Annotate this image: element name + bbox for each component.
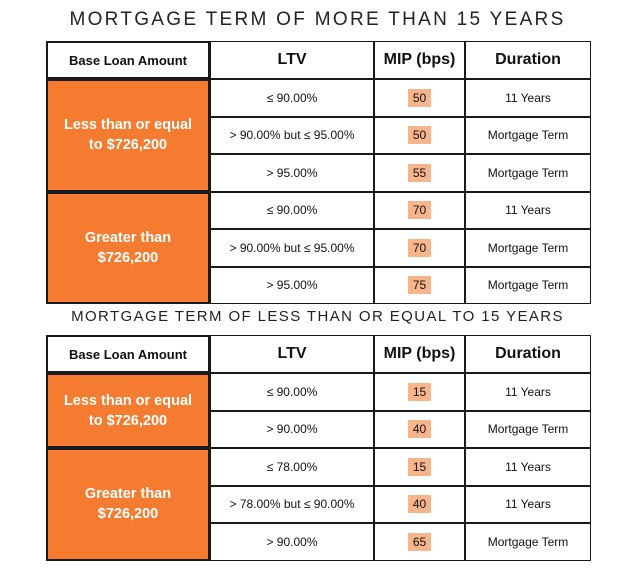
ltv-cell: > 90.00% but ≤ 95.00%	[210, 116, 374, 154]
header-base-loan-amount: Base Loan Amount	[46, 335, 210, 373]
duration-cell: 11 Years	[465, 373, 591, 411]
ltv-cell: > 90.00% but ≤ 95.00%	[210, 229, 374, 267]
duration-cell: 11 Years	[465, 448, 591, 486]
header-mip: MIP (bps)	[374, 335, 465, 373]
ltv-cell: > 90.00%	[210, 410, 374, 448]
ltv-cell: ≤ 90.00%	[210, 373, 374, 411]
base-loan-group-label: Greater than $726,200	[46, 448, 210, 561]
duration-cell: Mortgage Term	[465, 116, 591, 154]
mip-value-badge: 15	[408, 457, 431, 476]
mip-value-badge: 65	[408, 532, 431, 551]
mip-value-badge: 75	[408, 276, 431, 295]
duration-cell: Mortgage Term	[465, 266, 591, 304]
base-loan-group-label: Greater than $726,200	[46, 191, 210, 304]
mip-cell: 65	[374, 523, 465, 561]
mip-value-badge: 15	[408, 382, 431, 401]
mip-value-badge: 50	[408, 88, 431, 107]
header-ltv: LTV	[210, 41, 374, 79]
ltv-cell: > 78.00% but ≤ 90.00%	[210, 485, 374, 523]
mip-cell: 75	[374, 266, 465, 304]
mip-value-badge: 55	[408, 163, 431, 182]
mip-cell: 50	[374, 116, 465, 154]
duration-cell: 11 Years	[465, 79, 591, 117]
mip-value-badge: 50	[408, 126, 431, 145]
header-base-loan-amount: Base Loan Amount	[46, 41, 210, 79]
ltv-cell: > 95.00%	[210, 154, 374, 192]
base-loan-group-label: Less than or equal to $726,200	[46, 79, 210, 192]
base-loan-group-label: Less than or equal to $726,200	[46, 373, 210, 448]
ltv-cell: ≤ 78.00%	[210, 448, 374, 486]
header-mip: MIP (bps)	[374, 41, 465, 79]
duration-cell: 11 Years	[465, 191, 591, 229]
mip-cell: 40	[374, 410, 465, 448]
ltv-cell: > 95.00%	[210, 266, 374, 304]
duration-cell: 11 Years	[465, 485, 591, 523]
mip-value-badge: 40	[408, 420, 431, 439]
duration-cell: Mortgage Term	[465, 229, 591, 267]
duration-cell: Mortgage Term	[465, 154, 591, 192]
mip-cell: 55	[374, 154, 465, 192]
ltv-cell: > 90.00%	[210, 523, 374, 561]
mip-value-badge: 40	[408, 495, 431, 514]
duration-cell: Mortgage Term	[465, 410, 591, 448]
mip-value-badge: 70	[408, 201, 431, 220]
duration-cell: Mortgage Term	[465, 523, 591, 561]
mip-cell: 70	[374, 229, 465, 267]
mip-cell: 40	[374, 485, 465, 523]
table-1-title: MORTGAGE TERM OF MORE THAN 15 YEARS	[69, 9, 566, 30]
ltv-cell: ≤ 90.00%	[210, 79, 374, 117]
header-ltv: LTV	[210, 335, 374, 373]
table-2-title: MORTGAGE TERM OF LESS THAN OR EQUAL TO 1…	[71, 308, 564, 325]
mip-cell: 50	[374, 79, 465, 117]
mip-cell: 15	[374, 448, 465, 486]
mip-cell: 70	[374, 191, 465, 229]
header-duration: Duration	[465, 335, 591, 373]
header-duration: Duration	[465, 41, 591, 79]
mip-value-badge: 70	[408, 238, 431, 257]
ltv-cell: ≤ 90.00%	[210, 191, 374, 229]
mip-cell: 15	[374, 373, 465, 411]
